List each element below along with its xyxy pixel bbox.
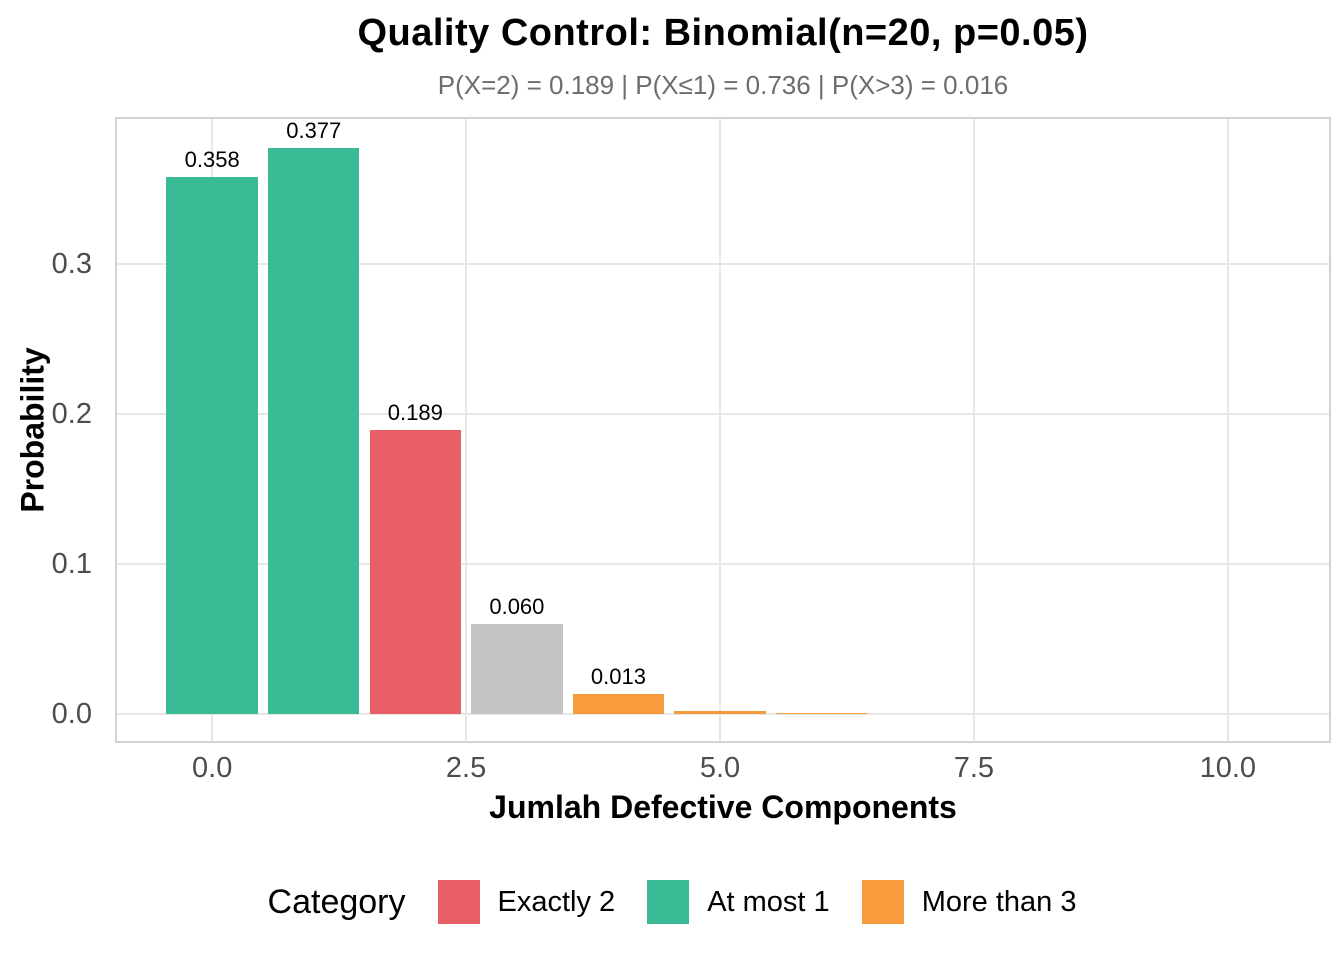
bar-x2: [369, 429, 461, 714]
plot-area: 0.358 0.377 0.189 0.060 0.013: [117, 119, 1329, 741]
x-tick-label: 10.0: [1199, 752, 1257, 784]
bar-x5: [674, 710, 766, 714]
legend-key-swatch: [861, 880, 904, 924]
y-tick-label: 0.3: [51, 247, 92, 280]
bar-value-label: 0.060: [489, 593, 545, 619]
major-gridline-y: [117, 712, 1329, 715]
bar-value-label: 0.377: [286, 119, 342, 143]
legend-entry: More than 3: [861, 880, 1077, 924]
x-tick-label: 7.5: [953, 752, 995, 784]
major-gridline-y: [117, 262, 1329, 265]
legend-entry-label: At most 1: [707, 885, 830, 918]
legend-key-swatch: [437, 880, 480, 924]
x-tick-label: 0.0: [192, 752, 233, 784]
bar-x1: [268, 147, 360, 714]
major-gridline-x: [1226, 119, 1229, 741]
chart-subtitle: P(X=2) = 0.189 | P(X≤1) = 0.736 | P(X>3)…: [437, 70, 1009, 100]
major-gridline-y: [117, 562, 1329, 565]
legend-entry-label: More than 3: [921, 885, 1077, 918]
legend-entry-label: Exactly 2: [497, 885, 616, 918]
bar-x3: [471, 623, 563, 714]
y-axis-title: Probability: [14, 347, 51, 513]
y-tick-label: 0.2: [51, 397, 92, 430]
major-gridline-x: [465, 119, 468, 741]
legend-entry: At most 1: [647, 880, 830, 924]
y-tick-label: 0.1: [51, 547, 92, 580]
bar-x6: [775, 712, 868, 714]
x-tick-label: 2.5: [445, 752, 487, 784]
major-gridline-x: [972, 119, 975, 741]
bar-value-label: 0.013: [590, 663, 646, 689]
major-gridline-y: [117, 412, 1329, 415]
legend-key-swatch: [647, 880, 690, 924]
chart-title: Quality Control: Binomial(n=20, p=0.05): [357, 12, 1089, 54]
bar-x0: [166, 176, 258, 714]
x-axis-title: Jumlah Defective Components: [489, 789, 957, 825]
legend-entry: Exactly 2: [437, 880, 616, 924]
plot-panel: 0.358 0.377 0.189 0.060 0.013: [115, 117, 1331, 743]
legend: Category Exactly 2 At most 1 More than 3: [0, 876, 1344, 928]
x-tick-label: 5.0: [699, 752, 741, 784]
bar-x4: [572, 693, 665, 714]
y-tick-label: 0.0: [51, 697, 92, 730]
bar-value-label: 0.189: [387, 399, 443, 425]
bar-value-label: 0.358: [184, 146, 240, 172]
major-gridline-x: [719, 119, 721, 741]
legend-title: Category: [267, 882, 406, 921]
